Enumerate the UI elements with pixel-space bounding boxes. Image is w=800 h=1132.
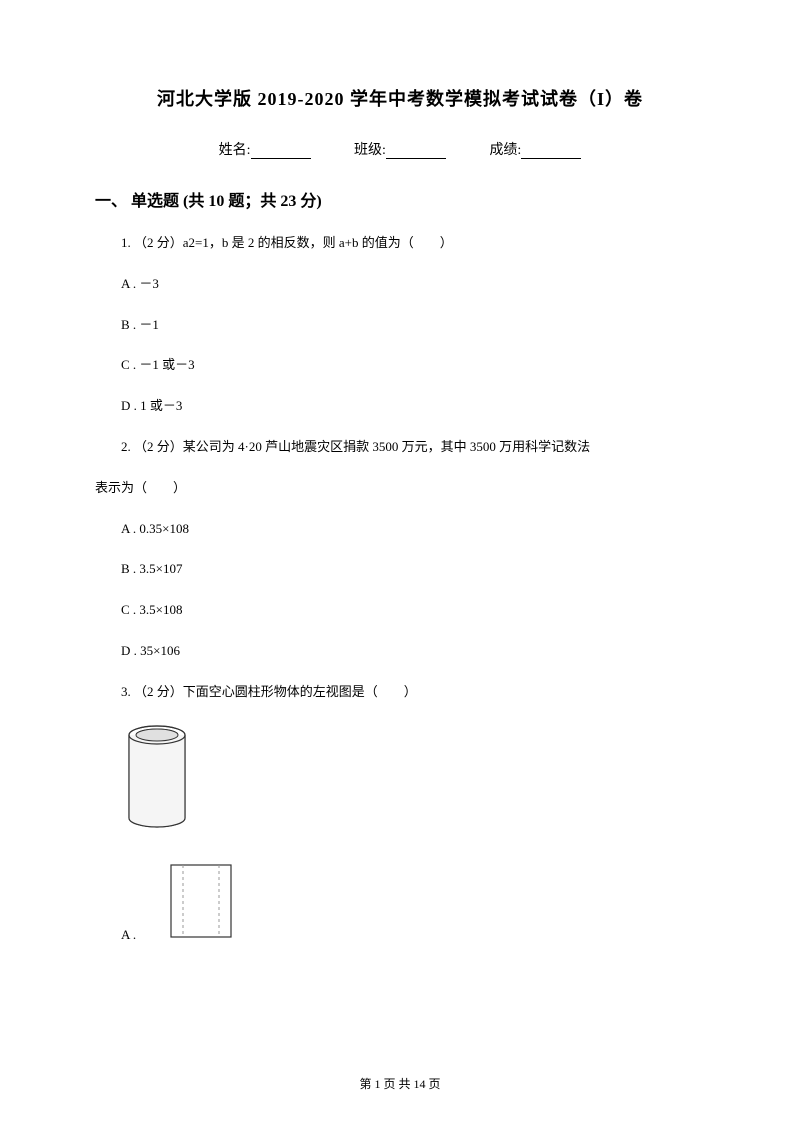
page-footer: 第 1 页 共 14 页 xyxy=(0,1075,800,1092)
q2-option-c: C . 3.5×108 xyxy=(95,600,705,621)
q2-option-d: D . 35×106 xyxy=(95,641,705,662)
class-blank xyxy=(386,158,446,159)
exam-title: 河北大学版 2019-2020 学年中考数学模拟考试试卷（I）卷 xyxy=(95,85,705,111)
rect-figure xyxy=(143,863,233,943)
question-3: 3. （2 分）下面空心圆柱形物体的左视图是（ ） xyxy=(95,682,705,703)
hollow-cylinder-icon xyxy=(125,723,189,833)
section-header: 一、 单选题 (共 10 题；共 23 分) xyxy=(95,187,705,211)
score-blank xyxy=(521,158,581,159)
q3-option-a-label: A . xyxy=(121,927,139,942)
score-label: 成绩: xyxy=(489,143,521,158)
score-field: 成绩: xyxy=(489,139,581,159)
name-field: 姓名: xyxy=(219,139,311,159)
name-label: 姓名: xyxy=(219,143,251,158)
q1-option-a: A . －3 xyxy=(95,274,705,295)
question-1: 1. （2 分）a2=1，b 是 2 的相反数，则 a+b 的值为（ ） xyxy=(95,233,705,254)
question-2-line1: 2. （2 分）某公司为 4·20 芦山地震灾区捐款 3500 万元，其中 35… xyxy=(95,437,705,458)
cylinder-figure xyxy=(125,723,705,838)
class-label: 班级: xyxy=(354,143,386,158)
q1-option-d: D . 1 或－3 xyxy=(95,396,705,417)
left-view-rect-icon xyxy=(169,863,233,939)
q3-option-a-row: A . xyxy=(95,863,705,943)
name-blank xyxy=(251,158,311,159)
student-info-row: 姓名: 班级: 成绩: xyxy=(95,139,705,159)
class-field: 班级: xyxy=(354,139,446,159)
q2-option-a: A . 0.35×108 xyxy=(95,519,705,540)
question-2-line2: 表示为（ ） xyxy=(95,478,705,499)
q1-option-c: C . －1 或－3 xyxy=(95,355,705,376)
q1-option-b: B . －1 xyxy=(95,315,705,336)
q2-option-b: B . 3.5×107 xyxy=(95,559,705,580)
